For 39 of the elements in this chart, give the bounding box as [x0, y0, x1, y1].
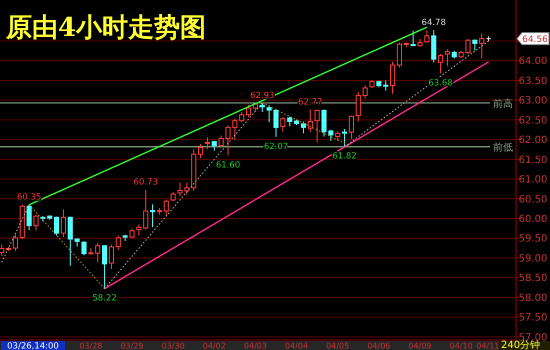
annotation: 60.73	[134, 178, 158, 188]
x-tick-label: 03/29	[120, 342, 144, 350]
x-tick-label: 03/30	[162, 342, 185, 350]
annotation: 61.82	[332, 152, 357, 162]
x-tick-label: 04/04	[285, 342, 308, 350]
ref-line-label: 前高	[493, 98, 513, 110]
y-tick-label: 63.00	[518, 96, 548, 107]
ref-line-label: 前低	[493, 142, 513, 154]
annotation: 62.93	[250, 90, 274, 101]
x-tick-label: 03/28	[79, 342, 102, 350]
x-tick-label: 04/10	[450, 342, 473, 350]
annotation: 61.60	[216, 160, 240, 170]
y-tick-label: 58.50	[518, 273, 548, 284]
y-tick-label: 57.50	[518, 312, 548, 324]
y-tick-label: 62.00	[518, 135, 548, 146]
annotation: 64.78	[422, 18, 446, 28]
y-tick-label: 63.50	[518, 76, 548, 87]
annotation: 58.22	[92, 294, 117, 304]
y-tick-label: 58.00	[518, 292, 548, 304]
y-tick-label: 61.50	[518, 154, 548, 166]
y-tick-label: 60.50	[518, 194, 548, 206]
x-tick-label: 04/02	[202, 342, 226, 350]
y-tick-label: 59.50	[518, 234, 548, 245]
x-tick-label: 04/06	[367, 342, 390, 350]
y-tick-label: 59.00	[518, 253, 548, 264]
x-tick-label: 04/05	[326, 342, 350, 350]
x-tick-label: 04/03	[244, 342, 267, 350]
y-tick-label: 60.00	[518, 214, 548, 226]
text: 原由4小时走势图	[5, 13, 206, 43]
y-tick-label: 61.00	[518, 174, 548, 186]
annotation: 63.68	[428, 78, 453, 88]
text: 240分钟	[501, 339, 540, 350]
text: 04/11	[476, 342, 500, 350]
x-tick-label: 04/09	[408, 342, 432, 350]
text: 03/26,14:00	[7, 342, 59, 350]
text: 64.56	[522, 35, 548, 46]
y-tick-label: 62.50	[518, 115, 548, 126]
y-tick-label: 64.00	[518, 56, 548, 68]
annotation: 60.35	[16, 192, 42, 203]
